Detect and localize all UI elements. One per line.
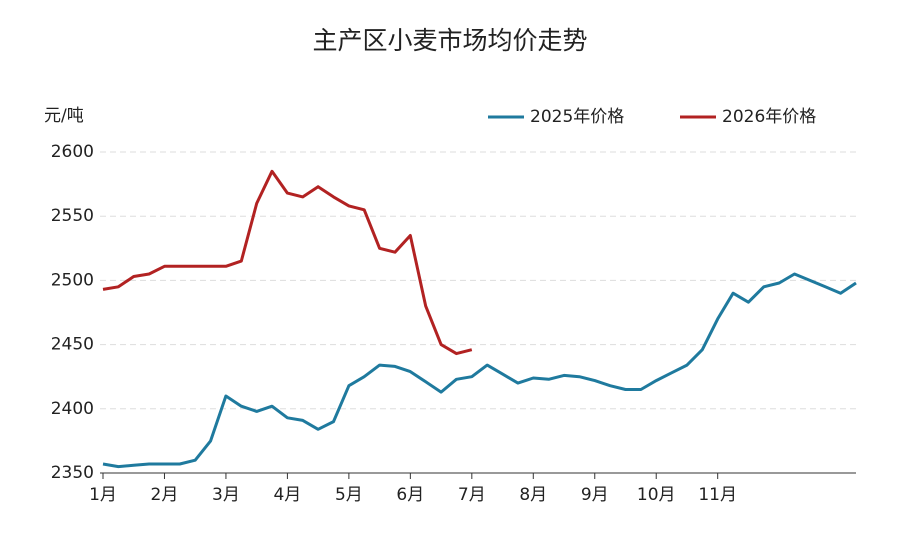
x-tick-label: 6月 xyxy=(396,485,424,505)
x-tick-label: 10月 xyxy=(637,485,676,505)
y-axis-label: 元/吨 xyxy=(44,106,84,126)
x-tick-label: 9月 xyxy=(581,485,609,505)
y-tick-label: 2550 xyxy=(51,206,94,226)
y-tick-label: 2500 xyxy=(51,270,94,290)
x-tick-label: 3月 xyxy=(212,485,240,505)
x-tick-label: 4月 xyxy=(273,485,301,505)
legend-label: 2025年价格 xyxy=(530,107,624,127)
x-tick-label: 11月 xyxy=(698,485,737,505)
x-tick-label: 2月 xyxy=(151,485,179,505)
y-tick-label: 2450 xyxy=(51,335,94,355)
y-tick-label: 2400 xyxy=(51,399,94,419)
series-line xyxy=(102,169,473,356)
y-tick-label: 2350 xyxy=(51,463,94,483)
x-tick-label: 8月 xyxy=(519,485,547,505)
x-tick-label: 5月 xyxy=(335,485,363,505)
x-tick-label: 7月 xyxy=(458,485,486,505)
legend-label: 2026年价格 xyxy=(722,107,816,127)
x-tick-label: 1月 xyxy=(89,485,117,505)
chart-title: 主产区小麦市场均价走势 xyxy=(312,26,587,55)
y-tick-label: 2600 xyxy=(51,142,94,162)
series-line xyxy=(102,272,857,469)
